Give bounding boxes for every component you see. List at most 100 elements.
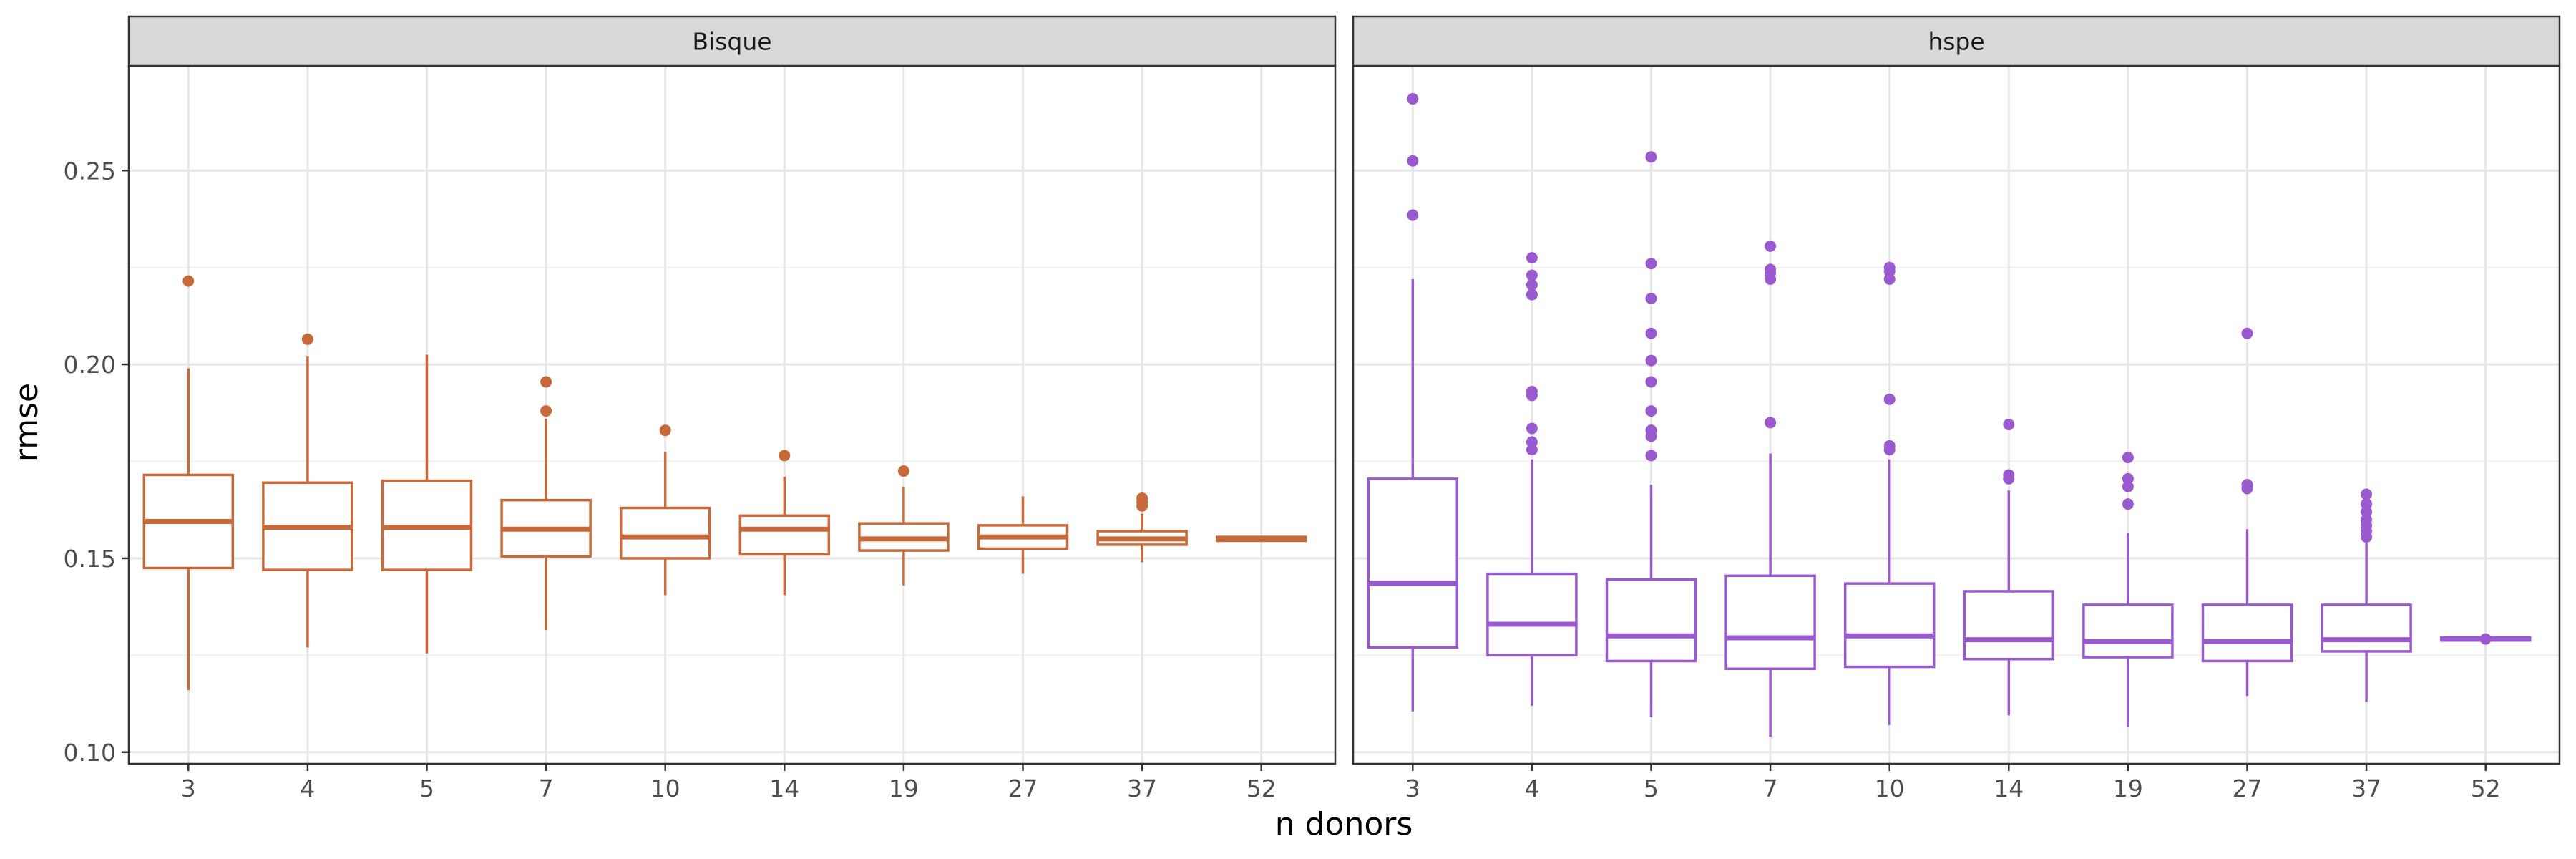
y-tick-label: 0.20 xyxy=(64,351,116,379)
x-tick-label: 37 xyxy=(2351,775,2381,802)
x-tick-label: 52 xyxy=(1246,775,1277,802)
outlier-point xyxy=(301,333,313,345)
x-tick-label: 3 xyxy=(181,775,196,802)
x-tick-label: 19 xyxy=(889,775,919,802)
outlier-point xyxy=(1407,209,1419,221)
outlier-point xyxy=(2122,498,2134,510)
outlier-point xyxy=(1407,155,1419,167)
y-tick-label: 0.25 xyxy=(64,157,116,185)
box-body xyxy=(619,506,711,560)
x-tick-label: 5 xyxy=(1644,775,1659,802)
box-body xyxy=(1963,590,2055,661)
box-hspe-3 xyxy=(1367,93,1459,712)
x-tick-label: 7 xyxy=(539,775,554,802)
facet-strip xyxy=(127,15,1337,67)
box-bisque-27 xyxy=(977,496,1069,574)
box-bisque-5 xyxy=(381,354,473,654)
outlier-point xyxy=(2361,498,2373,510)
outlier-point xyxy=(2003,419,2015,431)
facet-panels: Bisque 3 4 5 7 10 14 19 27 37 52 hspe 3 4 5 7 10 14 19 27 37… xyxy=(127,15,2561,802)
outlier-point xyxy=(1645,376,1657,388)
box-body xyxy=(1367,477,1459,649)
box-hspe-7 xyxy=(1724,240,1816,737)
box-hspe-37 xyxy=(2321,488,2412,702)
y-axis-title: rmse xyxy=(9,383,45,462)
outlier-point xyxy=(2122,452,2134,464)
facet-strip-label: Bisque xyxy=(692,28,771,56)
outlier-point xyxy=(897,465,909,477)
outlier-point xyxy=(1645,327,1657,339)
box-bisque-37 xyxy=(1096,492,1188,563)
outlier-point xyxy=(1645,405,1657,417)
x-tick-label: 27 xyxy=(1008,775,1038,802)
box-bisque-3 xyxy=(142,275,235,691)
panel-background xyxy=(129,66,1335,764)
x-axis-title: n donors xyxy=(1275,806,1413,843)
box-bisque-52 xyxy=(1215,535,1307,543)
outlier-point xyxy=(1645,354,1657,367)
outlier-point xyxy=(1645,450,1657,462)
x-tick-label: 4 xyxy=(1524,775,1539,802)
outlier-point xyxy=(2122,472,2134,485)
box-hspe-19 xyxy=(2082,452,2174,727)
outlier-point xyxy=(1883,393,1896,405)
outlier-point xyxy=(1765,240,1777,252)
outlier-point xyxy=(540,376,552,388)
x-tick-label: 37 xyxy=(1127,775,1157,802)
x-tick-label: 7 xyxy=(1763,775,1778,802)
x-tick-label: 19 xyxy=(2113,775,2143,802)
x-tick-label: 10 xyxy=(650,775,680,802)
y-axis: 0.10 0.15 0.20 0.25 xyxy=(64,157,129,767)
outlier-point xyxy=(1526,269,1538,281)
box-body xyxy=(1605,578,1697,663)
y-tick-label: 0.15 xyxy=(64,545,116,573)
box-bisque-4 xyxy=(262,333,353,648)
outlier-point xyxy=(1526,422,1538,435)
outlier-point xyxy=(1526,279,1538,291)
x-tick-label: 10 xyxy=(1875,775,1905,802)
box-body xyxy=(1724,574,1816,671)
box-hspe-52 xyxy=(2439,633,2532,645)
outlier-point xyxy=(1407,93,1419,105)
outlier-point xyxy=(659,424,671,437)
x-tick-label: 14 xyxy=(1994,775,2024,802)
outlier-point xyxy=(2479,633,2492,645)
outlier-point xyxy=(1526,288,1538,301)
outlier-point xyxy=(1765,417,1777,429)
x-tick-label: 4 xyxy=(300,775,315,802)
x-tick-label: 14 xyxy=(769,775,799,802)
box-bisque-10 xyxy=(619,424,711,596)
outlier-point xyxy=(2241,479,2253,490)
box-body xyxy=(1486,572,1578,657)
outlier-point xyxy=(1645,151,1657,163)
box-hspe-5 xyxy=(1605,151,1697,717)
box-hspe-27 xyxy=(2201,327,2293,697)
outlier-point xyxy=(1526,436,1538,448)
box-hspe-10 xyxy=(1843,261,1936,725)
outlier-point xyxy=(1645,258,1657,270)
box-body xyxy=(738,514,831,556)
x-tick-label: 5 xyxy=(419,775,434,802)
facet-panel-hspe: hspe 3 4 5 7 10 14 19 27 37 52 xyxy=(1352,15,2561,802)
outlier-point xyxy=(1645,293,1657,304)
outlier-point xyxy=(1645,424,1657,437)
box-bisque-14 xyxy=(738,450,831,596)
box-body xyxy=(2082,603,2174,659)
outlier-point xyxy=(1765,263,1777,276)
box-body xyxy=(2321,603,2412,653)
outlier-point xyxy=(1136,492,1148,504)
y-tick-label: 0.10 xyxy=(64,739,116,767)
outlier-point xyxy=(1883,261,1896,273)
x-tick-label: 27 xyxy=(2233,775,2263,802)
outlier-point xyxy=(779,450,791,462)
box-bisque-7 xyxy=(500,376,592,631)
outlier-point xyxy=(2361,488,2373,500)
box-body xyxy=(1843,582,1936,669)
facet-panel-bisque: Bisque 3 4 5 7 10 14 19 27 37 52 xyxy=(127,15,1337,802)
outlier-point xyxy=(1526,386,1538,397)
box-hspe-14 xyxy=(1963,419,2055,716)
outlier-point xyxy=(1883,440,1896,452)
outlier-point xyxy=(2003,469,2015,481)
outlier-point xyxy=(2241,327,2253,339)
outlier-point xyxy=(1526,252,1538,264)
